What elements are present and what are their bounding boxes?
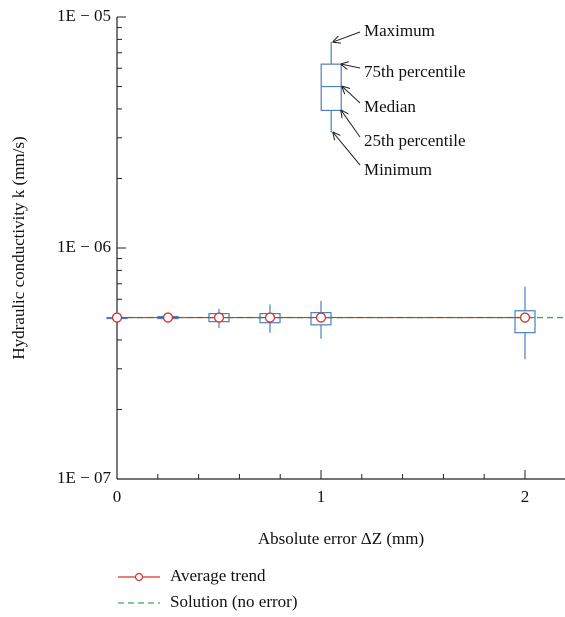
x-axis-label: Absolute error ΔZ (mm) bbox=[258, 529, 424, 548]
annotation-arrow bbox=[341, 64, 361, 68]
annotation-label: Median bbox=[364, 97, 416, 116]
trend-point bbox=[519, 312, 531, 323]
annotation-label: Maximum bbox=[364, 21, 435, 40]
box bbox=[514, 310, 536, 334]
annotation-label: 75th percentile bbox=[364, 62, 466, 81]
annotation-label: 25th percentile bbox=[364, 131, 466, 150]
x-tick-label: 2 bbox=[521, 487, 530, 506]
y-axis-label: Hydraulic conductivity k (mm/s) bbox=[9, 136, 28, 359]
y-tick-label: 1E − 07 bbox=[57, 468, 111, 487]
x-tick-label: 0 bbox=[113, 487, 122, 506]
legend-marker bbox=[134, 572, 144, 582]
annotation-arrow bbox=[333, 133, 361, 166]
trend-point bbox=[213, 312, 225, 323]
box bbox=[320, 63, 342, 112]
y-tick-label: 1E − 05 bbox=[57, 6, 111, 25]
trend-point bbox=[264, 312, 276, 323]
y-tick-label: 1E − 06 bbox=[57, 237, 111, 256]
legend-label: Solution (no error) bbox=[170, 592, 297, 611]
legend-label: Average trend bbox=[170, 566, 266, 585]
annotation-arrow bbox=[341, 110, 361, 138]
annotation-arrow bbox=[333, 31, 361, 42]
trend-point bbox=[162, 312, 174, 323]
trend-point bbox=[315, 312, 327, 323]
annotation-label: Minimum bbox=[364, 160, 432, 179]
annotation-arrow bbox=[342, 87, 361, 104]
x-tick-label: 1 bbox=[317, 487, 326, 506]
trend-point bbox=[111, 312, 123, 323]
